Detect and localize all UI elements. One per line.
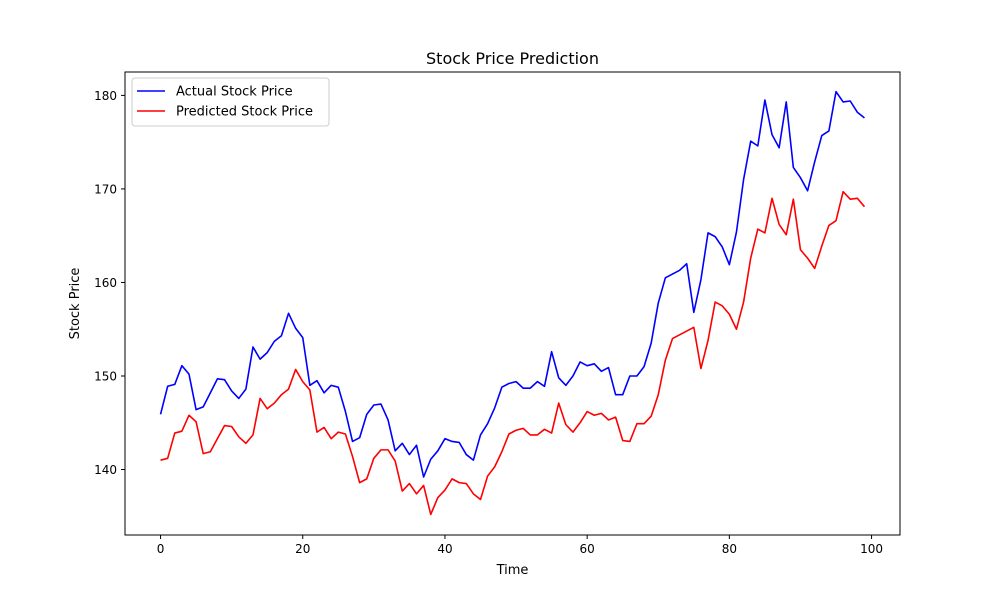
series-line-1	[160, 190, 866, 516]
legend-label-1: Predicted Stock Price	[176, 105, 313, 120]
x-axis-label: Time	[496, 563, 529, 578]
x-tick-label: 20	[295, 542, 310, 556]
x-tick-label: 0	[157, 542, 165, 556]
chart-title: Stock Price Prediction	[426, 49, 599, 68]
series-line-0	[159, 90, 865, 478]
y-tick-label: 180	[94, 89, 117, 103]
x-tick-label: 60	[580, 542, 595, 556]
x-axis: 0 20 40 60 80 100	[157, 535, 883, 556]
x-tick-label: 100	[860, 542, 883, 556]
y-tick-label: 170	[94, 182, 117, 196]
y-tick-label: 140	[94, 463, 117, 477]
x-tick-label: 40	[437, 542, 452, 556]
plot-lines	[159, 90, 866, 516]
legend-label-0: Actual Stock Price	[176, 85, 293, 100]
y-axis: 140 150 160 170 180	[94, 89, 125, 477]
plot-frame	[124, 71, 901, 536]
legend-box	[131, 77, 330, 127]
y-axis-label: Stock Price	[68, 268, 83, 340]
legend: Actual Stock Price Predicted Stock Price	[131, 77, 330, 127]
x-tick-label: 80	[722, 542, 737, 556]
y-tick-label: 150	[94, 369, 117, 383]
y-tick-label: 160	[94, 276, 117, 290]
